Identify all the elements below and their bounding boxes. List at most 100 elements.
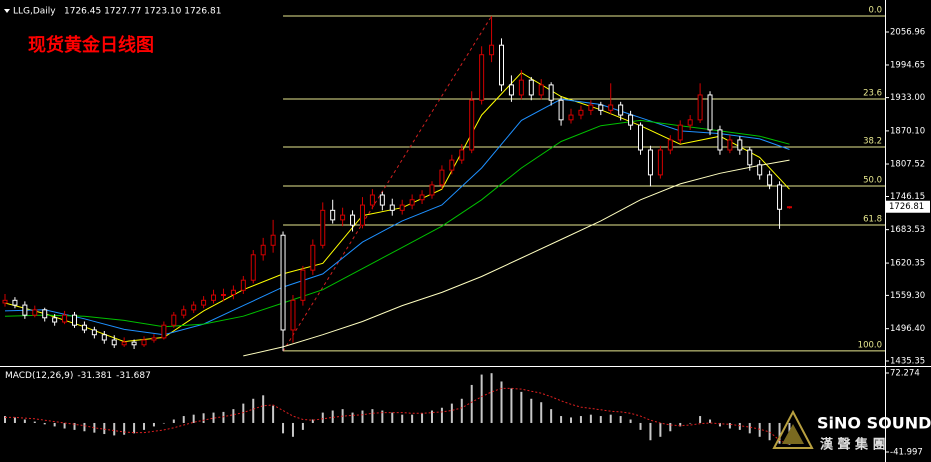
macd-bar [738,422,741,430]
candle-body [191,304,197,311]
macd-header: MACD(12,26,9) -31.381 -31.687 [5,371,151,381]
moving-average [4,119,790,328]
macd-bar [123,422,126,435]
macd-signal [5,387,790,446]
macd-bar [570,417,573,423]
macd-bar [321,412,324,423]
candle-body [369,194,375,206]
macd-bar [351,412,354,423]
y-tick-label: 1435.35 [890,357,925,367]
fib-label: 61.8 [863,214,882,224]
macd-bar [490,373,493,423]
ohlc-header: 1726.45 1727.77 1723.10 1726.81 [64,7,221,17]
macd-bar [470,384,473,423]
candle-body [409,199,415,206]
candle-body [528,79,534,96]
macd-bar [53,422,56,427]
macd-bar [758,422,761,437]
candle-body [22,304,28,316]
macd-bar [609,414,612,423]
macd-bar [311,419,314,423]
candle-body [310,244,316,271]
candle-body [270,234,276,246]
macd-bar [530,398,533,423]
candle-body [657,149,663,176]
candle-body [290,299,296,331]
macd-bar [480,374,483,423]
candle-body [181,309,187,316]
macd-bar [361,410,364,423]
candle-body [638,124,644,151]
candle-body [429,184,435,196]
candle-body [81,324,87,331]
watermark-name: SiNO SOUND [817,414,931,433]
candle-body [687,119,693,126]
macd-bar [500,381,503,423]
moving-average [243,159,790,357]
macd-bar [401,414,404,423]
y-tick-label: 1559.30 [890,291,925,301]
candle-body [62,314,68,323]
y-tick-label: 1870.10 [890,126,925,136]
macd-bar [619,416,622,423]
candle-body [667,139,673,151]
candle-body [449,159,455,171]
candle-body [608,104,614,111]
macd-bar [212,412,215,423]
candle-body [211,294,217,301]
macd-bar [172,419,175,423]
candle-body [52,317,58,323]
macd-bar [430,410,433,423]
candle-body [727,139,733,151]
macd-bar [579,416,582,423]
candle-body [489,44,495,56]
y-tick-label: 1994.65 [890,60,925,70]
macd-bar [411,414,414,423]
macd-bar [13,417,16,423]
candle-body [141,339,147,346]
macd-bar [192,414,195,423]
macd-bar [669,422,672,432]
fib-label: 100.0 [858,340,882,350]
fib-label: 0.0 [868,5,882,15]
candle-body [548,84,554,101]
macd-bar [679,422,682,427]
candle-body [151,337,157,341]
candle-body [598,104,604,111]
candle-body [131,341,137,346]
candle-body [171,314,177,326]
candle-body [32,309,38,316]
candle-body [767,174,773,186]
candle-body [72,314,78,326]
candle-body [419,194,425,201]
macd-bar [43,422,46,425]
chart-title: 现货黄金日线图 [28,34,154,56]
symbol-header: LLG,Daily [13,7,56,17]
logo-triangle [772,409,814,449]
macd-bar [639,422,642,430]
fib-label: 50.0 [863,175,882,185]
watermark-logo: SiNO SOUND 漢 聲 集 團 [772,409,931,453]
candle-body [677,124,683,141]
macd-bar [73,422,76,430]
candle-body [737,139,743,151]
macd-bar [232,409,235,423]
candle-body [389,204,395,211]
candle-body [588,104,594,111]
moving-average [4,98,790,336]
candle-body [707,94,713,131]
macd-bar [103,422,106,435]
macd-bar [460,398,463,423]
candle-body [121,341,127,346]
y-tick-label: 2056.96 [890,27,925,37]
candle-body [161,324,167,339]
macd-bar [510,388,513,423]
watermark-sub: 漢 聲 集 團 [820,437,886,453]
candle-body [340,214,346,221]
menu-arrow[interactable] [4,9,10,13]
macd-bar [450,403,453,423]
candle-body [578,109,584,116]
macd-bar [689,422,692,424]
